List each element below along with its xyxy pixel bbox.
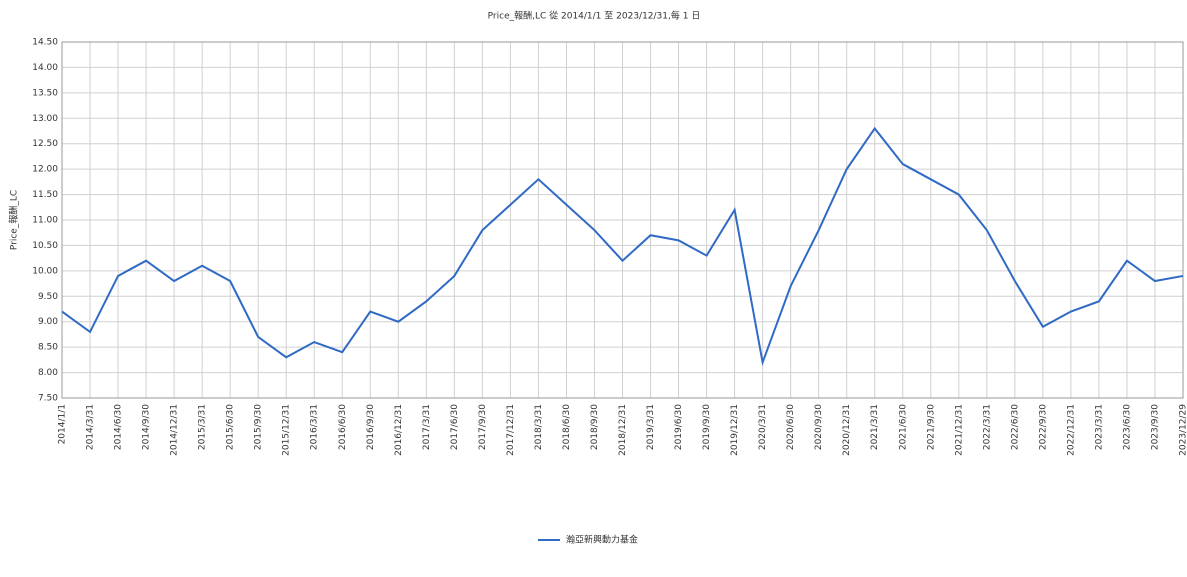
x-tick-label: 2014/12/31 <box>170 404 180 456</box>
x-tick-label: 2021/12/31 <box>954 404 964 456</box>
y-tick-label: 9.50 <box>38 292 58 302</box>
y-tick-label: 14.50 <box>32 38 58 48</box>
y-tick-label: 12.50 <box>32 139 58 149</box>
x-tick-label: 2020/3/31 <box>758 404 768 450</box>
x-tick-label: 2015/6/30 <box>226 404 236 450</box>
x-tick-label: 2023/9/30 <box>1150 404 1160 450</box>
x-tick-label: 2017/9/30 <box>478 404 488 450</box>
x-tick-label: 2019/12/31 <box>730 404 740 456</box>
x-tick-label: 2018/3/31 <box>534 404 544 450</box>
y-tick-label: 9.00 <box>38 317 58 327</box>
x-tick-label: 2018/9/30 <box>590 404 600 450</box>
x-tick-label: 2015/9/30 <box>254 404 264 450</box>
x-tick-label: 2017/6/30 <box>450 404 460 450</box>
y-axis-label: Price_報酬_LC <box>9 190 20 250</box>
legend-label: 瀚亞新興動力基金 <box>566 534 638 546</box>
y-tick-label: 12.00 <box>32 165 58 175</box>
x-tick-label: 2014/3/31 <box>86 404 96 450</box>
y-tick-label: 13.00 <box>32 114 58 124</box>
x-tick-label: 2022/3/31 <box>982 404 992 450</box>
y-tick-label: 7.50 <box>38 394 58 404</box>
y-tick-label: 11.50 <box>32 190 58 200</box>
x-tick-label: 2023/3/31 <box>1094 404 1104 450</box>
x-tick-label: 2019/9/30 <box>702 404 712 450</box>
x-tick-label: 2020/9/30 <box>814 404 824 450</box>
x-tick-label: 2018/6/30 <box>562 404 572 450</box>
y-tick-label: 8.50 <box>38 343 58 353</box>
x-tick-label: 2017/3/31 <box>422 404 432 450</box>
x-tick-label: 2023/6/30 <box>1122 404 1132 450</box>
plot-border <box>61 41 1184 399</box>
x-tick-label: 2014/6/30 <box>114 404 124 450</box>
x-tick-label: 2019/6/30 <box>674 404 684 450</box>
x-tick-label: 2018/12/31 <box>618 404 628 456</box>
x-tick-label: 2015/12/31 <box>282 404 292 456</box>
data-line <box>61 126 1184 367</box>
x-tick-label: 2020/12/31 <box>842 404 852 456</box>
x-tick-label: 2016/12/31 <box>394 404 404 456</box>
x-tick-label: 2022/6/30 <box>1010 404 1020 450</box>
x-tick-label: 2015/3/31 <box>198 404 208 450</box>
x-tick-label: 2016/6/30 <box>338 404 348 450</box>
y-tick-label: 13.50 <box>32 88 58 98</box>
x-tick-label: 2016/3/31 <box>310 404 320 450</box>
x-tick-label: 2016/9/30 <box>366 404 376 450</box>
x-tick-label: 2022/9/30 <box>1038 404 1048 450</box>
y-tick-label: 11.00 <box>32 216 58 226</box>
x-tick-label: 2014/1/1 <box>58 404 68 444</box>
y-tick-label: 10.50 <box>32 241 58 251</box>
y-tick-label: 10.00 <box>32 266 58 276</box>
x-tick-label: 2021/6/30 <box>898 404 908 450</box>
x-tick-label: 2023/12/29 <box>1179 404 1187 456</box>
x-tick-label: 2022/12/31 <box>1066 404 1076 456</box>
x-tick-label: 2019/3/31 <box>646 404 656 450</box>
x-tick-label: 2021/9/30 <box>926 404 936 450</box>
y-tick-label: 14.00 <box>32 63 58 73</box>
y-tick-label: 8.00 <box>38 368 58 378</box>
x-tick-label: 2020/6/30 <box>786 404 796 450</box>
x-tick-label: 2021/3/31 <box>870 404 880 450</box>
chart-title: Price_報酬,LC 從 2014/1/1 至 2023/12/31,每 1 … <box>488 10 701 22</box>
x-tick-label: 2017/12/31 <box>506 404 516 456</box>
x-tick-label: 2014/9/30 <box>142 404 152 450</box>
